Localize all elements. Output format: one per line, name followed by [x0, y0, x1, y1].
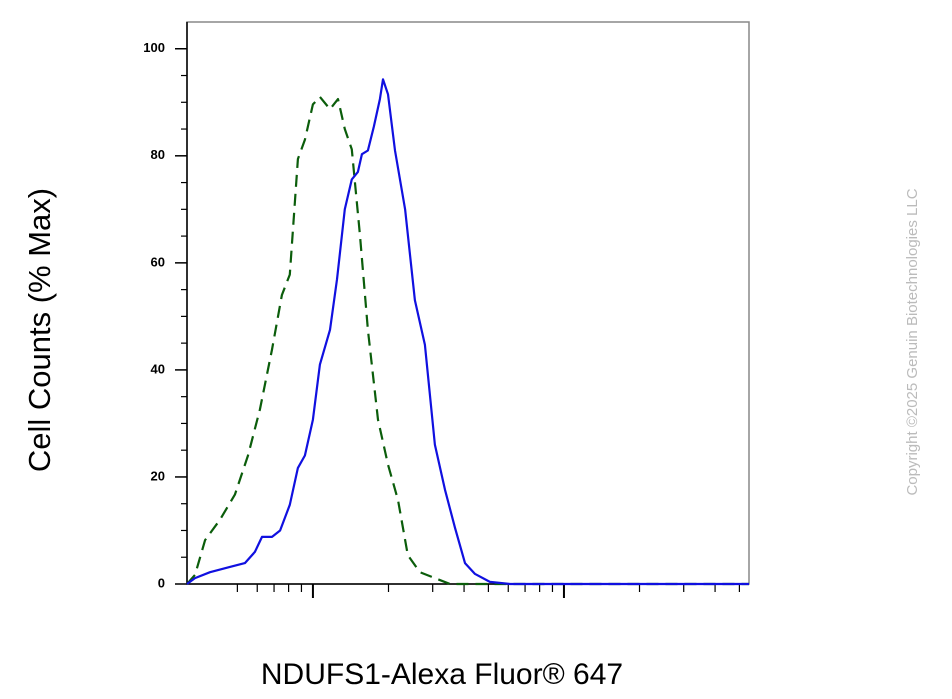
- y-tick-label: 0: [158, 575, 165, 590]
- y-tick-label: 80: [151, 147, 165, 162]
- y-tick-label: 20: [151, 468, 165, 483]
- watermark: Copyright ©2025 Genuin Biotechnologies L…: [904, 188, 921, 495]
- plot-frame: [186, 21, 750, 585]
- series-line: [186, 78, 749, 586]
- series-line: [186, 95, 749, 586]
- y-tick-label: 40: [151, 361, 165, 376]
- y-tick-label: 60: [151, 254, 165, 269]
- y-axis-label: Cell Counts (% Max): [22, 188, 57, 472]
- y-tick-label: 100: [143, 40, 165, 55]
- x-axis-label: NDUFS1-Alexa Fluor® 647: [261, 658, 623, 691]
